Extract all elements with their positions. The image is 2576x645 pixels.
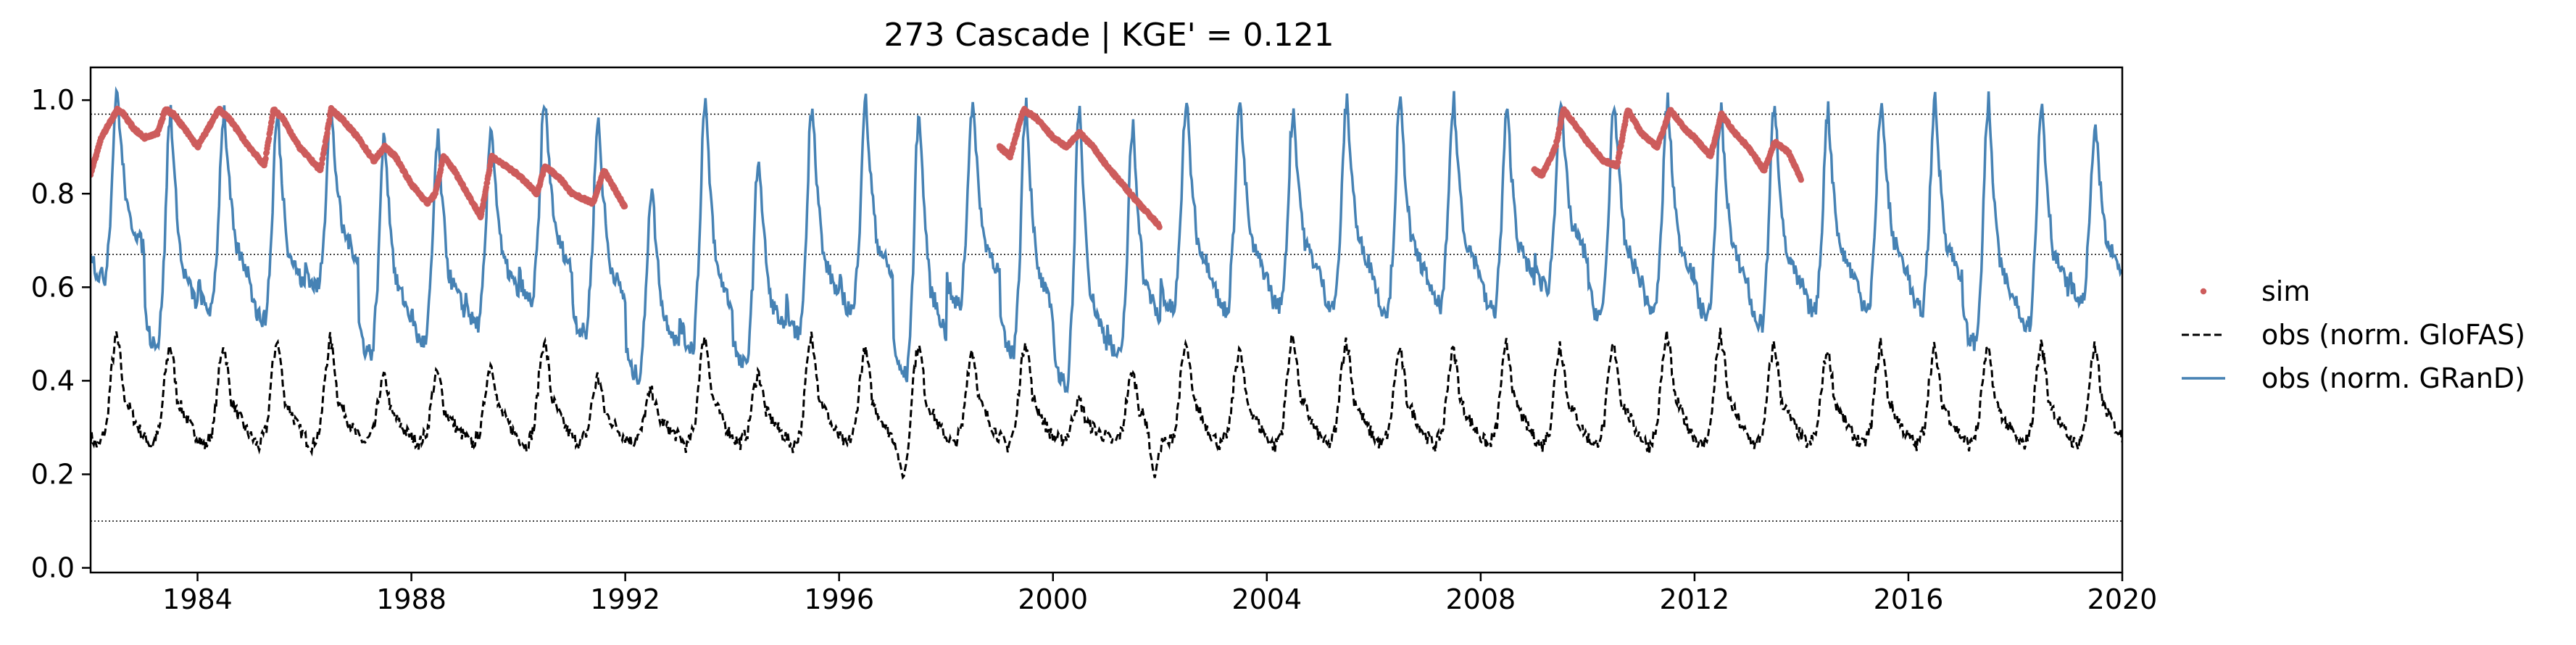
axes: 1984 1988 1992 1996 2000 2004 2008 2012 2016 2020…	[31, 66, 2158, 615]
legend-marker-sim	[2200, 288, 2207, 295]
x-tick-label: 1992	[590, 583, 660, 615]
sim-point	[324, 130, 331, 137]
chart-title: 273 Cascade | KGE' = 0.121	[884, 17, 1334, 54]
sim-point	[1798, 176, 1804, 183]
sim-point	[621, 203, 628, 209]
series-line-grand	[91, 86, 2122, 394]
series-sim-segment-2	[1531, 106, 1804, 183]
y-tick-label: 0.6	[31, 271, 75, 303]
x-tick-label: 2004	[1231, 583, 1302, 615]
sim-point	[265, 136, 273, 142]
x-tick-label: 1996	[804, 583, 874, 615]
plot-area	[91, 86, 2122, 522]
sim-point	[1156, 224, 1163, 230]
sim-point	[326, 117, 333, 124]
legend-label: obs (norm. GloFAS)	[2261, 319, 2525, 351]
x-tick-label: 2008	[1445, 583, 1516, 615]
x-tick-label: 2000	[1018, 583, 1088, 615]
x-tick-label: 1988	[376, 583, 446, 615]
y-tick-label: 0.2	[31, 458, 75, 490]
legend-item-2: obs (norm. GRanD)	[2182, 362, 2525, 394]
legend-item-0: sim	[2200, 275, 2310, 307]
y-tick-label: 0.8	[31, 178, 75, 209]
y-tick-label: 0.0	[31, 552, 75, 584]
sim-point	[262, 155, 269, 162]
y-tick-label: 0.4	[31, 365, 75, 396]
x-tick-label: 2020	[2087, 583, 2158, 615]
x-tick-label: 2012	[1660, 583, 1730, 615]
series-sim-segment-0	[91, 105, 628, 221]
series-line-glofas	[91, 328, 2122, 480]
sim-point	[322, 143, 328, 149]
series-sim-segment-1	[996, 106, 1163, 230]
legend-item-1: obs (norm. GloFAS)	[2182, 319, 2525, 351]
sim-point	[1553, 143, 1559, 149]
x-tick-label: 2016	[1874, 583, 1944, 615]
legend-label: obs (norm. GRanD)	[2261, 362, 2525, 394]
x-tick-label: 1984	[162, 583, 233, 615]
y-tick-label: 1.0	[31, 84, 75, 116]
plot-frame	[89, 66, 2124, 574]
sim-point	[1616, 149, 1623, 156]
legend-label: sim	[2261, 275, 2310, 307]
sim-point	[318, 160, 325, 167]
legend: sim obs (norm. GloFAS) obs (norm. GRanD)	[2182, 275, 2525, 394]
